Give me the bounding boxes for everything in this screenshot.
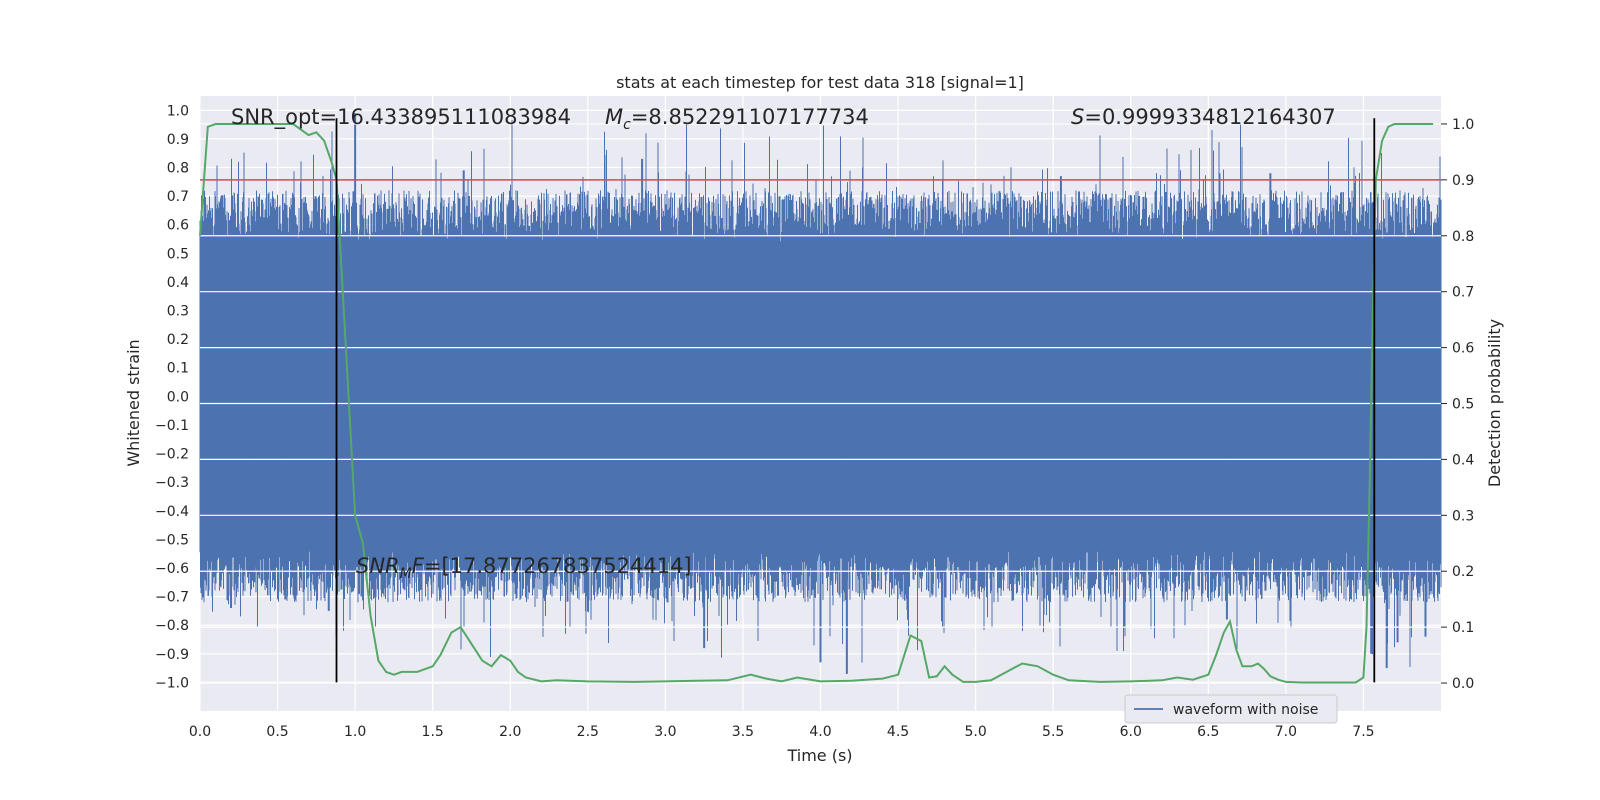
y-tick-label: 0.1 bbox=[167, 361, 189, 377]
x-tick-label: 3.0 bbox=[654, 724, 676, 740]
y-tick-label: −0.6 bbox=[155, 561, 189, 577]
y-tick-label: 0.6 bbox=[167, 218, 189, 234]
y-tick-label: −0.2 bbox=[155, 447, 189, 463]
y-right-tick-label: 0.7 bbox=[1452, 285, 1474, 301]
probability-series bbox=[199, 123, 1434, 684]
x-tick-label: 0.0 bbox=[189, 724, 211, 740]
vertical-markers bbox=[335, 118, 1376, 683]
y-tick-label: −0.4 bbox=[155, 504, 189, 520]
y-tick-label: −0.5 bbox=[155, 532, 189, 548]
right-axis-grid bbox=[200, 123, 1441, 684]
y-right-tick-label: 0.8 bbox=[1452, 229, 1474, 245]
y-right-tick-label: 0.2 bbox=[1452, 564, 1474, 580]
x-tick-label: 6.0 bbox=[1120, 724, 1142, 740]
x-tick-label: 7.0 bbox=[1275, 724, 1297, 740]
x-tick-label: 1.0 bbox=[344, 724, 366, 740]
score-annotation: S=0.9999334812164307 bbox=[1071, 105, 1336, 129]
y-right-tick-label: 0.0 bbox=[1452, 676, 1474, 692]
y-tick-label: 0.8 bbox=[167, 161, 189, 177]
x-axis-label: Time (s) bbox=[786, 746, 852, 765]
x-tick-label: 2.0 bbox=[499, 724, 521, 740]
y-right-axis-label: Detection probability bbox=[1485, 319, 1504, 487]
x-tick-label: 0.5 bbox=[266, 724, 288, 740]
legend-box bbox=[1124, 694, 1338, 724]
x-tick-label: 4.5 bbox=[887, 724, 909, 740]
y-ticks: 1.0 0.9 0.8 0.7 0.6 0.5 0.4 0.3 0.2 0.1 0.0 −0.1 −0.… bbox=[155, 103, 189, 691]
y-right-tick-label: 0.4 bbox=[1452, 452, 1474, 468]
y-tick-label: 0.2 bbox=[167, 332, 189, 348]
x-tick-label: 3.5 bbox=[732, 724, 754, 740]
y-tick-label: −0.7 bbox=[155, 590, 189, 606]
x-ticks: 0.0 0.5 1.0 1.5 2.0 2.5 3.0 3.5 4.0 4.5 5.0 5.5 6.0 6… bbox=[189, 724, 1375, 740]
y-tick-label: 0.0 bbox=[167, 389, 189, 405]
x-tick-label: 5.0 bbox=[964, 724, 986, 740]
y-tick-label: −0.9 bbox=[155, 647, 189, 663]
legend: waveform with noise bbox=[1124, 694, 1338, 724]
y-right-tick-label: 0.1 bbox=[1452, 620, 1474, 636]
chirp-mass-annotation: Mc=8.852291107177734 bbox=[605, 105, 869, 133]
snr-opt-annotation: SNR_opt=16.433895111083984 bbox=[231, 105, 571, 130]
x-tick-label: 4.0 bbox=[809, 724, 831, 740]
probability-line bbox=[199, 123, 1434, 684]
legend-label: waveform with noise bbox=[1173, 702, 1318, 718]
snr-mf-annotation: SNRMF=[17.877267837524414] bbox=[356, 554, 692, 582]
x-tick-label: 6.5 bbox=[1197, 724, 1219, 740]
x-tick-label: 7.5 bbox=[1352, 724, 1374, 740]
y-tick-label: −0.3 bbox=[155, 475, 189, 491]
y-right-tick-label: 1.0 bbox=[1452, 117, 1474, 133]
x-tick-label: 2.5 bbox=[577, 724, 599, 740]
y-right-tick-label: 0.5 bbox=[1452, 397, 1474, 413]
y-tick-label: 1.0 bbox=[167, 103, 189, 119]
y-tick-label: 0.4 bbox=[167, 275, 189, 291]
y-axis-label: Whitened strain bbox=[124, 339, 143, 466]
x-tick-label: 5.5 bbox=[1042, 724, 1064, 740]
y-tick-label: 0.3 bbox=[167, 304, 189, 320]
y-right-tick-label: 0.6 bbox=[1452, 341, 1474, 357]
y-tick-label: −0.8 bbox=[155, 618, 189, 634]
y-tick-label: 0.5 bbox=[167, 246, 189, 262]
y-tick-label: −1.0 bbox=[155, 675, 189, 691]
chart-title: stats at each timestep for test data 318… bbox=[616, 73, 1024, 92]
y-tick-label: 0.9 bbox=[167, 132, 189, 148]
y-right-tick-label: 0.9 bbox=[1452, 173, 1474, 189]
y-tick-label: −0.1 bbox=[155, 418, 189, 434]
y-tick-label: 0.7 bbox=[167, 189, 189, 205]
x-tick-label: 1.5 bbox=[422, 724, 444, 740]
y-right-tick-label: 0.3 bbox=[1452, 508, 1474, 524]
y-right-ticks: 1.0 0.9 0.8 0.7 0.6 0.5 0.4 0.3 0.2 0.1 0.0 bbox=[1441, 117, 1474, 692]
